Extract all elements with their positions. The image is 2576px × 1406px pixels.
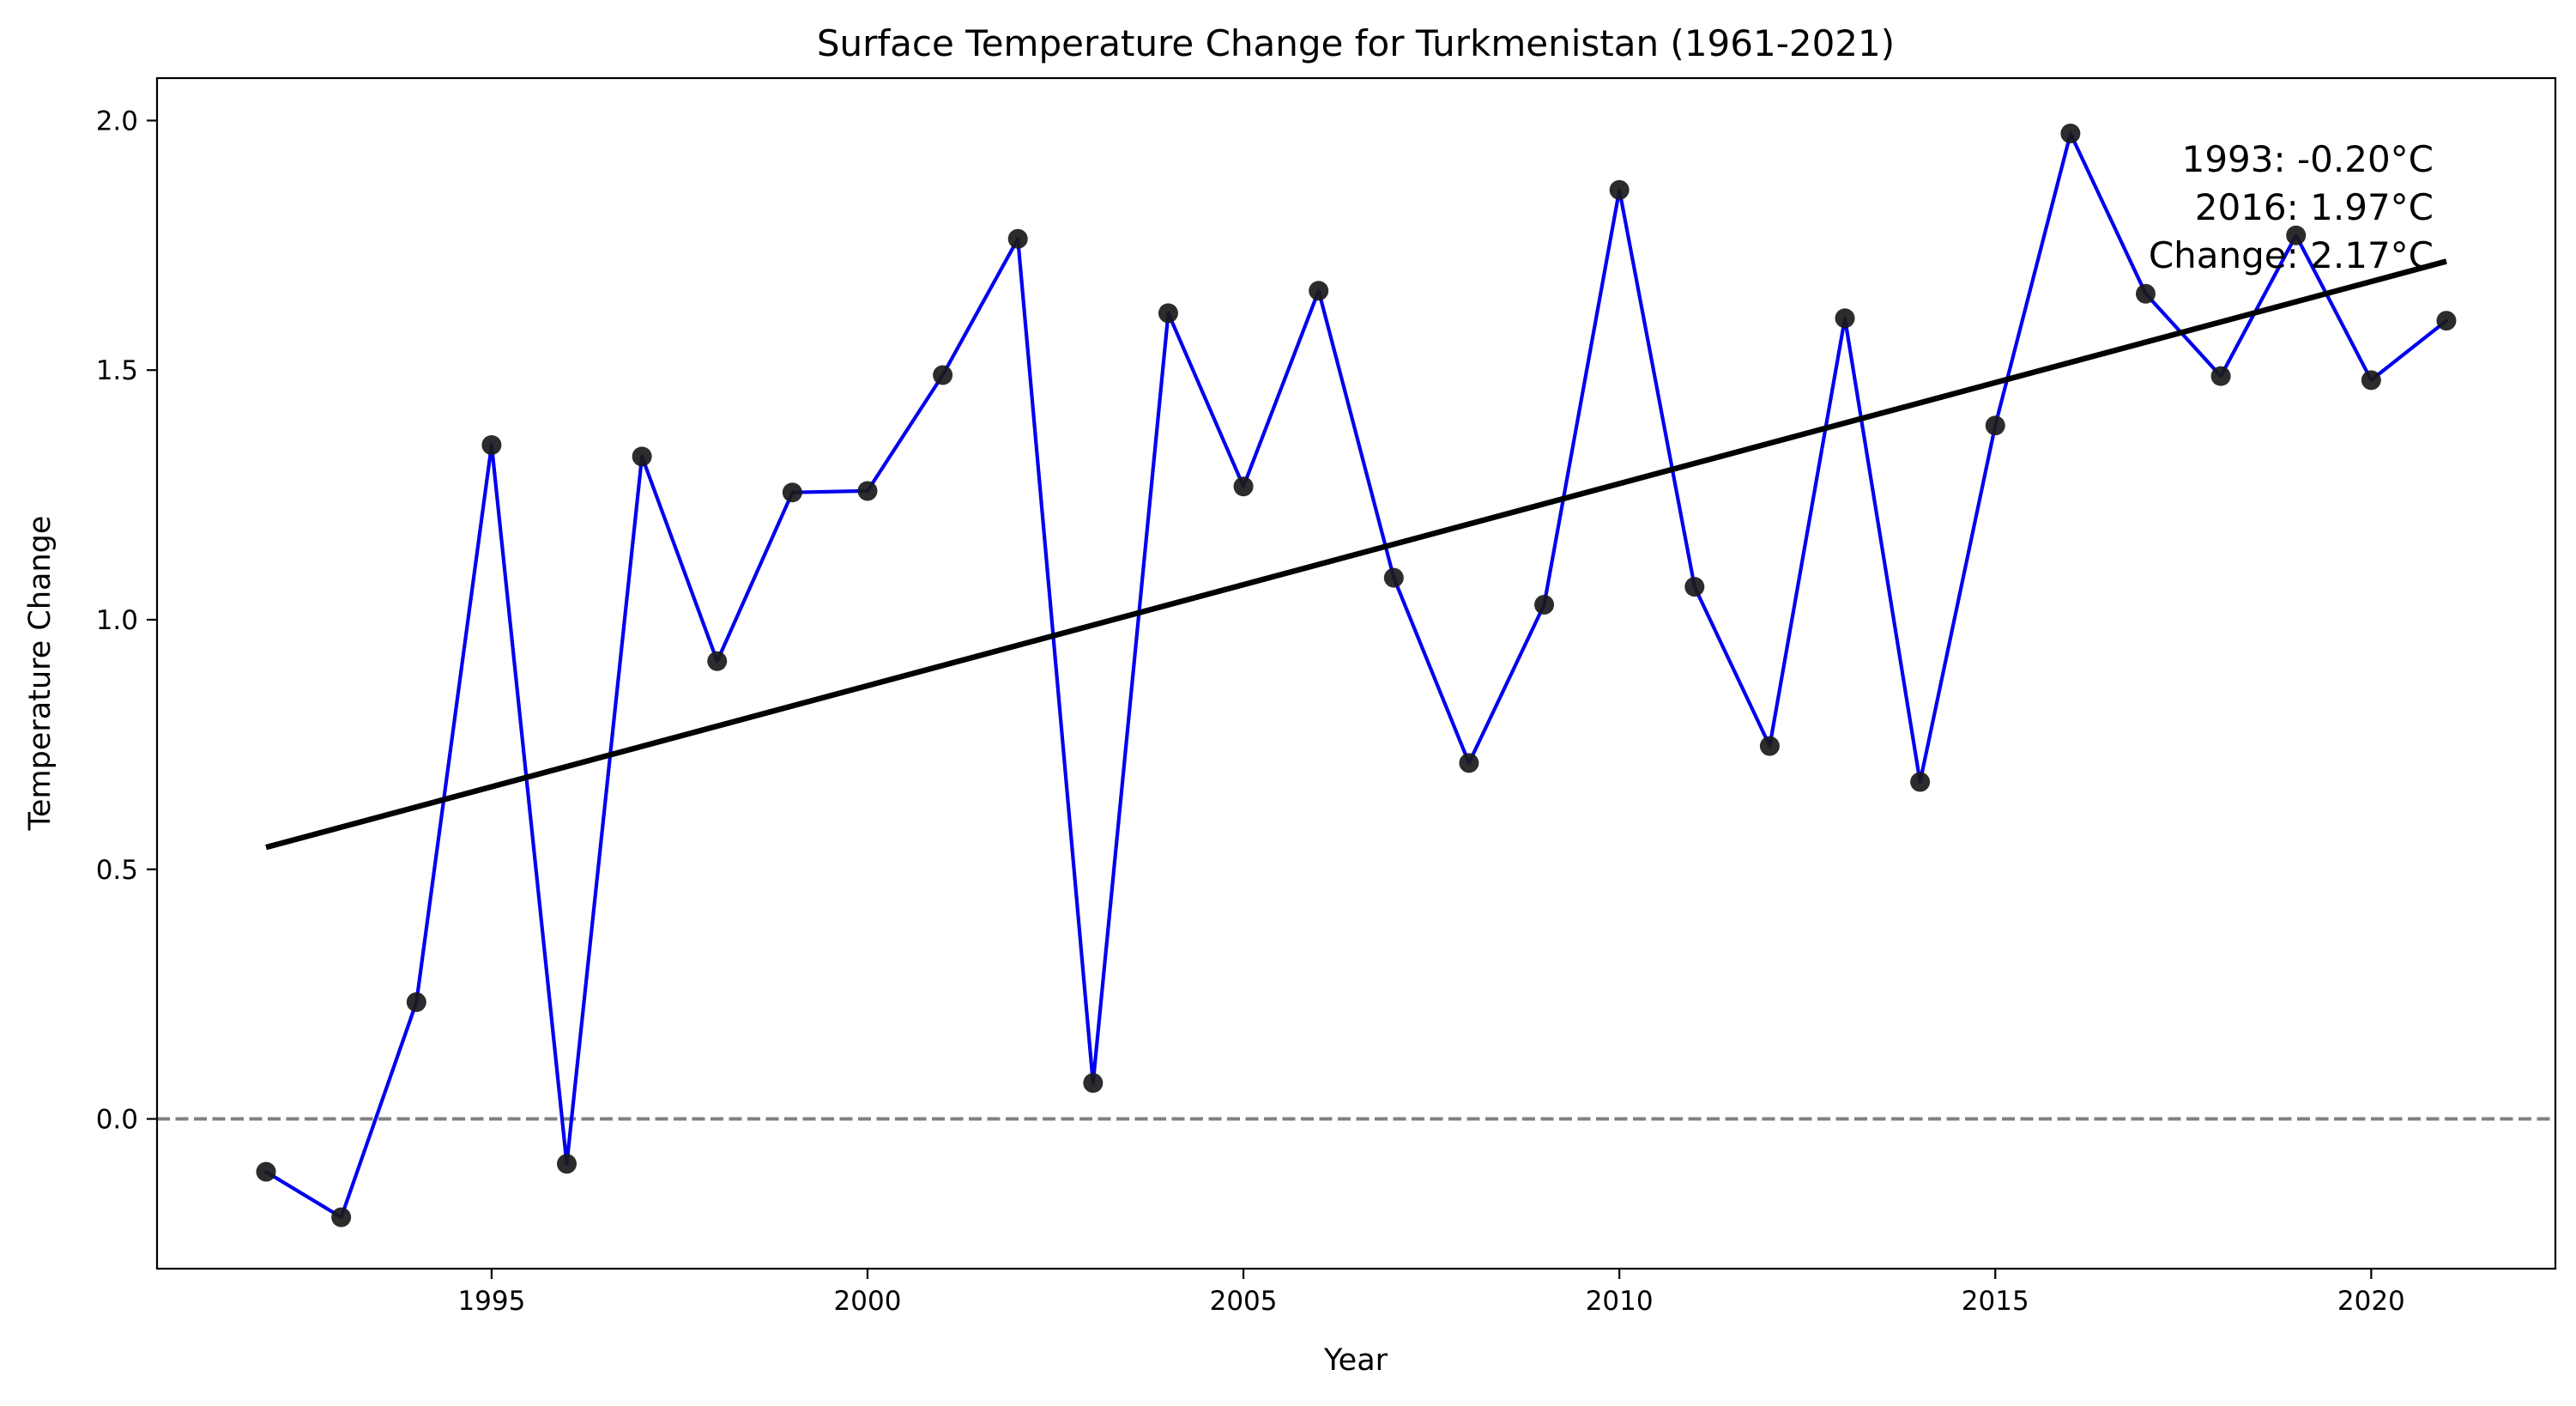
data-point: [1910, 772, 1931, 792]
data-point: [2361, 370, 2381, 391]
series-layer: [263, 131, 2449, 1220]
data-point: [1759, 736, 1780, 756]
data-point: [857, 481, 878, 501]
data-point: [1609, 179, 1630, 200]
data-point: [1835, 308, 1855, 329]
data-point: [782, 482, 802, 503]
data-point: [481, 434, 502, 455]
data-point: [1985, 415, 2005, 436]
data-point: [2135, 283, 2156, 304]
y-tick-label: 0.5: [96, 855, 138, 886]
series-line: [263, 131, 2449, 1220]
points-layer: [256, 124, 2457, 1227]
y-tick-label: 2.0: [96, 106, 138, 136]
annotation-line-2: 2016: 1.97°C: [2195, 186, 2434, 228]
data-point: [1083, 1073, 1104, 1094]
data-point: [256, 1161, 276, 1182]
x-axis-title: Year: [1323, 1343, 1388, 1378]
data-point: [1309, 281, 1329, 301]
data-point: [933, 365, 953, 385]
data-point: [1534, 595, 1555, 615]
y-axis-ticks: 0.0 0.5 1.0 1.5 2.0: [96, 106, 157, 1136]
data-point: [331, 1207, 352, 1227]
annotation-box: 1993: -0.20°C 2016: 1.97°C Change: 2.17°…: [2149, 138, 2434, 276]
data-point: [1459, 753, 1479, 773]
y-tick-label: 1.0: [96, 605, 138, 636]
y-tick-label: 0.0: [96, 1105, 138, 1136]
data-point: [1158, 303, 1178, 324]
chart-title: Surface Temperature Change for Turkmenis…: [817, 22, 1895, 64]
trend-line: [265, 258, 2447, 851]
annotation-line-1: 1993: -0.20°C: [2182, 138, 2434, 180]
y-axis-title: Temperature Change: [23, 516, 57, 832]
data-point: [1233, 476, 1254, 497]
x-tick-label: 2010: [1586, 1286, 1654, 1317]
x-tick-label: 2000: [834, 1286, 902, 1317]
x-tick-label: 2020: [2337, 1286, 2405, 1317]
annotation-line-3: Change: 2.17°C: [2149, 234, 2434, 276]
data-point: [1007, 228, 1028, 249]
plot-area-frame: [155, 76, 2557, 1270]
data-point: [1684, 577, 1705, 597]
data-point: [707, 651, 728, 671]
data-point: [632, 446, 652, 467]
data-point: [557, 1154, 577, 1174]
data-point: [1383, 567, 1404, 588]
x-tick-label: 2015: [1962, 1286, 2029, 1317]
x-tick-label: 2005: [1210, 1286, 1278, 1317]
x-tick-label: 1995: [457, 1286, 525, 1317]
data-point: [406, 991, 426, 1012]
data-point: [2210, 366, 2231, 386]
data-point: [2286, 225, 2307, 245]
data-point: [2436, 311, 2457, 331]
data-point: [2060, 124, 2081, 144]
trend-line-layer: [265, 258, 2447, 851]
y-tick-label: 1.5: [96, 355, 138, 386]
x-axis-ticks: 1995 2000 2005 2010 2015 2020: [457, 1269, 2405, 1317]
